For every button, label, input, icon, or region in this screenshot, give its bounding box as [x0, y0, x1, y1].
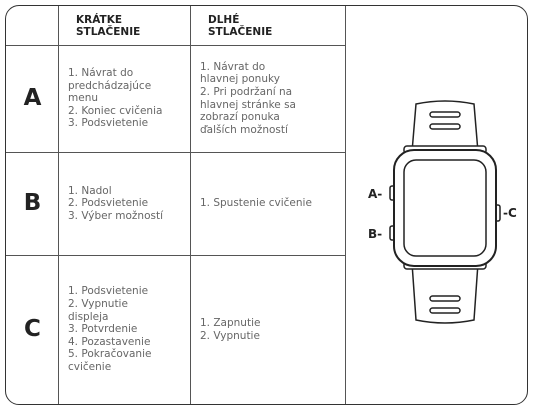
- text-line: KRÁTKE: [76, 13, 123, 26]
- strap-slot: [429, 123, 461, 130]
- text-line: 3. Podsvietenie: [68, 117, 149, 130]
- grid-line: [6, 152, 345, 153]
- button-label: -C: [503, 206, 517, 220]
- text-line: hlavnej ponuky: [200, 73, 280, 86]
- text-line: 1. Zapnutie: [200, 316, 261, 329]
- strap-bottom: [411, 262, 479, 324]
- text-line: 1. Podsvietenie: [68, 285, 149, 298]
- text-line: ďalších možností: [200, 123, 288, 136]
- strap-slot: [429, 295, 461, 302]
- grid-line: [6, 45, 345, 46]
- text-line: 2. Koniec cvičenia: [68, 104, 163, 117]
- text-line: 2. Vypnutie: [200, 329, 260, 342]
- text-line: 5. Pokračovanie: [68, 348, 152, 361]
- text-line: menu: [68, 92, 98, 105]
- text-line: 1. Návrat do: [68, 67, 134, 80]
- text-line: predchádzajúce: [68, 79, 152, 92]
- text-line: STLAČENIE: [76, 25, 141, 38]
- long-press: 1. Spustenie cvičenie: [190, 152, 345, 255]
- text-line: 2. Podsvietenie: [68, 197, 149, 210]
- grid-line: [345, 6, 346, 404]
- grid-line: [190, 6, 191, 404]
- grid-line: [6, 255, 345, 256]
- grid-line: [58, 6, 59, 404]
- column-header: DLHÉ STLAČENIE: [190, 6, 345, 45]
- long-press: 1. Zapnutie 2. Vypnutie: [190, 255, 345, 404]
- short-press: 1. Nadol 2. Podsvietenie 3. Výber možností: [58, 152, 190, 255]
- row-label: B: [23, 190, 42, 217]
- text-line: 4. Pozastavenie: [68, 335, 151, 348]
- strap-slot: [429, 307, 461, 314]
- long-press: 1. Návrat do hlavnej ponuky 2. Pri podržan…: [190, 45, 345, 152]
- text-line: hlavnej stránke sa: [200, 98, 296, 111]
- text-line: displeja: [68, 310, 109, 323]
- text-line: 2. Pri podržaní na: [200, 85, 293, 98]
- text-line: zobrazí ponuka: [200, 111, 280, 124]
- text-line: 1. Spustenie cvičenie: [200, 197, 312, 210]
- text-line: 3. Potvrdenie: [68, 323, 138, 336]
- text-line: DLHÉ: [208, 13, 240, 26]
- text-line: 3. Výber možností: [68, 209, 163, 222]
- strap-slot: [429, 111, 461, 118]
- short-press: 1. Podsvietenie 2. Vypnutie displeja 3. Pot…: [58, 255, 190, 404]
- text-line: 2. Vypnutie: [68, 298, 128, 311]
- button-label: B-: [368, 227, 382, 241]
- column-header: KRÁTKE STLAČENIE: [58, 6, 190, 45]
- row-label: C: [24, 316, 41, 343]
- short-press: 1. Návrat do predchádzajúce menu 2. Koniec …: [58, 45, 190, 152]
- text-line: 1. Nadol: [68, 184, 112, 197]
- button-label: A-: [368, 187, 382, 201]
- frame: [5, 5, 528, 405]
- text-line: 1. Návrat do: [200, 60, 266, 73]
- text-line: STLAČENIE: [208, 25, 273, 38]
- row-label: A: [23, 85, 42, 112]
- watch-screen: [403, 159, 487, 257]
- text-line: cvičenie: [68, 360, 112, 373]
